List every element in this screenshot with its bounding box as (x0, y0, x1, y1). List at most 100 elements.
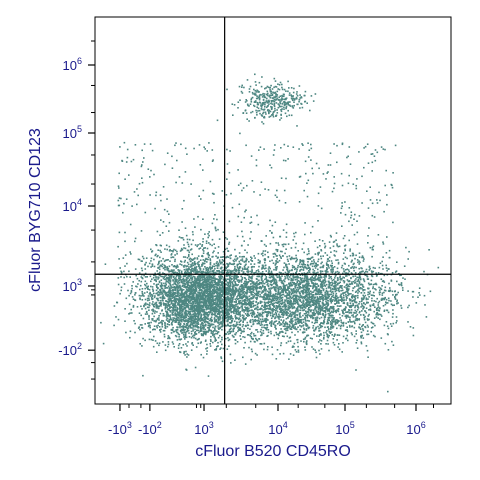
data-point (318, 327, 320, 330)
data-point (235, 312, 237, 315)
data-point (165, 244, 168, 247)
data-point (326, 260, 329, 262)
data-point (395, 316, 398, 318)
data-point (313, 329, 315, 332)
data-point (176, 279, 178, 281)
data-point (206, 247, 209, 250)
data-point (184, 270, 187, 273)
data-point (334, 282, 337, 285)
data-point (390, 300, 392, 302)
data-point (214, 330, 216, 332)
data-point (126, 262, 128, 265)
data-point (178, 272, 181, 274)
data-point (148, 316, 150, 318)
data-point (205, 281, 208, 284)
data-point (140, 280, 143, 283)
data-point (213, 311, 216, 313)
data-point (178, 333, 181, 336)
data-point (167, 302, 169, 305)
data-point (194, 269, 197, 272)
data-point (143, 305, 145, 308)
data-point (269, 312, 272, 315)
data-point (166, 300, 169, 303)
data-point (316, 264, 318, 266)
data-point (292, 302, 294, 305)
data-point (197, 255, 200, 257)
data-point (199, 293, 202, 295)
data-point (174, 305, 176, 307)
data-point (189, 327, 192, 329)
data-point (236, 265, 239, 267)
data-point (289, 306, 292, 309)
data-point (193, 334, 195, 337)
data-point (186, 353, 188, 355)
data-point (235, 290, 238, 293)
data-point (208, 300, 211, 302)
data-point (271, 312, 274, 314)
data-point (305, 289, 307, 291)
data-point (180, 303, 183, 306)
data-point (178, 286, 180, 289)
data-point (387, 297, 390, 300)
data-point (155, 285, 158, 287)
data-point (267, 312, 270, 315)
data-point (235, 316, 238, 319)
data-point (288, 307, 291, 310)
data-point (168, 250, 171, 252)
data-point (185, 336, 188, 339)
data-point (172, 276, 175, 278)
data-point (181, 314, 183, 316)
data-point (286, 277, 289, 279)
data-point (203, 289, 206, 291)
data-point (187, 321, 190, 324)
data-point (198, 310, 201, 312)
data-point (312, 271, 314, 274)
data-point (391, 304, 394, 307)
data-point (197, 291, 199, 294)
data-point (207, 271, 209, 274)
data-point (192, 315, 195, 318)
data-point (232, 330, 235, 333)
data-point (346, 311, 348, 313)
data-point (232, 294, 235, 296)
data-point (233, 306, 236, 309)
data-point (195, 288, 197, 291)
data-point (144, 323, 146, 325)
data-point (228, 269, 230, 271)
data-point (242, 324, 244, 326)
data-point (173, 282, 175, 284)
data-point (215, 291, 218, 293)
data-point (228, 278, 231, 281)
data-point (237, 300, 240, 302)
data-point (317, 253, 319, 256)
data-point (285, 342, 288, 344)
data-point (145, 257, 148, 259)
data-point (214, 314, 216, 316)
data-point (237, 309, 240, 311)
data-point (189, 260, 192, 263)
data-point (155, 307, 158, 309)
data-point (189, 316, 191, 318)
data-point (152, 289, 155, 292)
data-point (161, 265, 163, 268)
data-point (144, 307, 147, 310)
data-point (179, 319, 182, 322)
data-point (212, 331, 214, 333)
data-point (319, 300, 321, 303)
data-point (245, 325, 247, 328)
data-point (178, 305, 181, 308)
data-point (294, 246, 297, 249)
data-point (197, 244, 199, 246)
data-point (372, 334, 375, 337)
data-point (229, 306, 231, 308)
data-point (217, 298, 220, 301)
data-point (336, 297, 338, 300)
data-point (225, 283, 228, 286)
data-point (295, 301, 298, 304)
data-point (190, 265, 193, 267)
data-point (216, 288, 219, 290)
data-point (211, 265, 214, 267)
data-point (241, 276, 244, 279)
data-point (343, 252, 345, 254)
data-point (166, 269, 169, 271)
